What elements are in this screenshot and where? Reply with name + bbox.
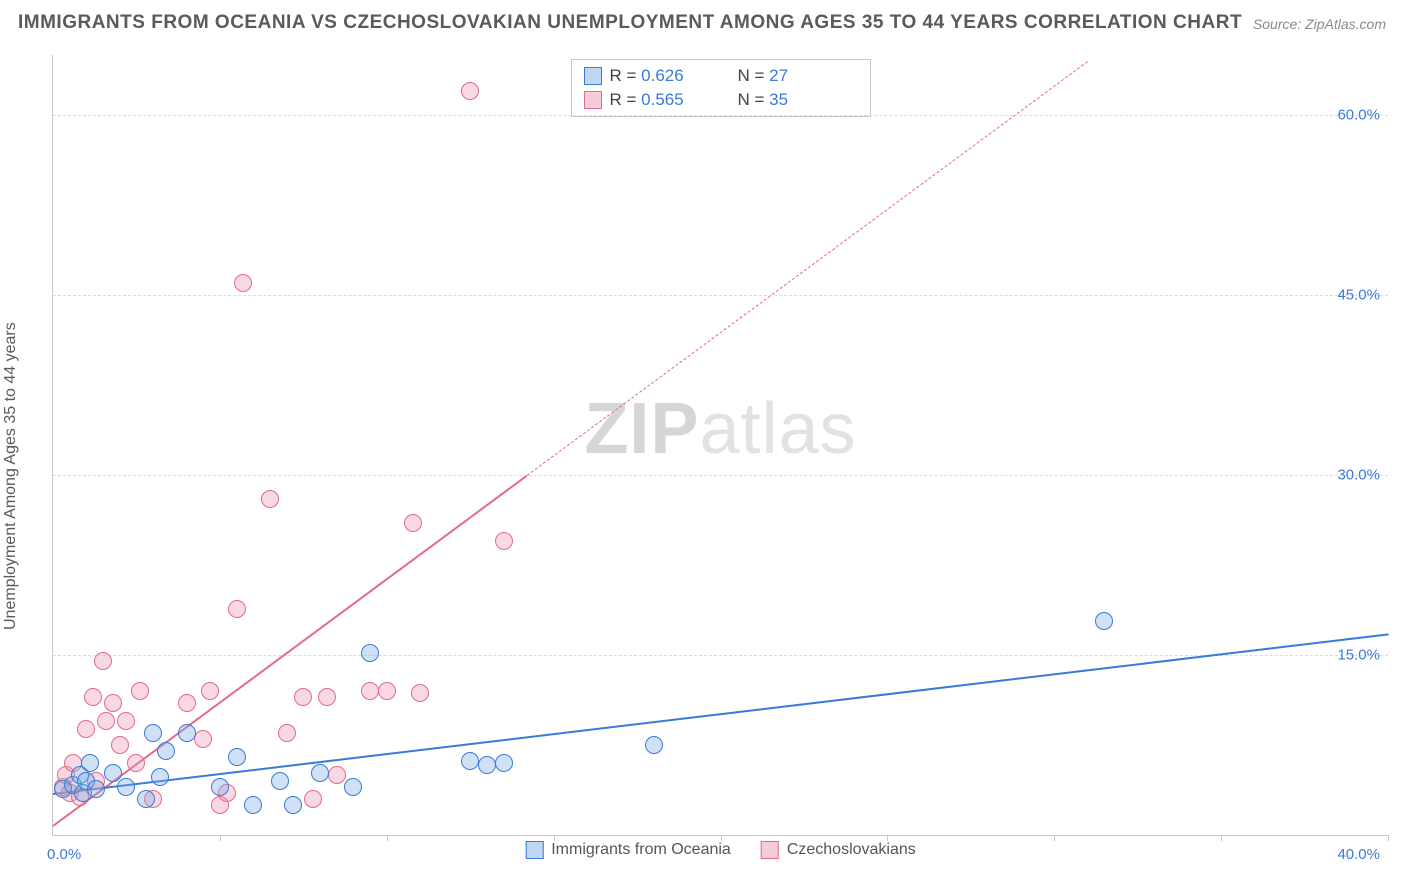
legend-swatch-bottom-series1 (525, 841, 543, 859)
data-point (144, 724, 162, 742)
x-tick-mark (1054, 835, 1055, 841)
data-point (378, 682, 396, 700)
data-point (344, 778, 362, 796)
data-point (495, 754, 513, 772)
data-point (284, 796, 302, 814)
data-point (201, 682, 219, 700)
n-label: N = (738, 66, 765, 85)
x-tick-mark (1221, 835, 1222, 841)
legend-row-series1: R = 0.626 N = 27 (584, 64, 858, 88)
x-first-tick-label: 0.0% (47, 846, 81, 863)
data-point (81, 754, 99, 772)
r-label: R = (610, 90, 637, 109)
source-attribution: Source: ZipAtlas.com (1253, 16, 1386, 32)
y-tick-label: 60.0% (1337, 107, 1380, 124)
data-point (461, 752, 479, 770)
y-tick-label: 15.0% (1337, 647, 1380, 664)
watermark-zip: ZIP (584, 389, 699, 469)
y-tick-label: 30.0% (1337, 467, 1380, 484)
data-point (261, 490, 279, 508)
data-point (294, 688, 312, 706)
r-value-series1: 0.626 (641, 66, 684, 85)
data-point (104, 694, 122, 712)
chart-title: IMMIGRANTS FROM OCEANIA VS CZECHOSLOVAKI… (18, 12, 1242, 34)
regression-line (52, 475, 527, 827)
data-point (495, 532, 513, 550)
data-point (157, 742, 175, 760)
x-tick-mark (387, 835, 388, 841)
n-value-series1: 27 (769, 66, 788, 85)
legend-swatch-series2 (584, 91, 602, 109)
data-point (211, 778, 229, 796)
x-tick-mark (1388, 835, 1389, 841)
data-point (127, 754, 145, 772)
n-label: N = (738, 90, 765, 109)
data-point (111, 736, 129, 754)
data-point (361, 682, 379, 700)
data-point (97, 712, 115, 730)
legend-correlation-box: R = 0.626 N = 27 R = 0.565 N = 35 (571, 59, 871, 117)
x-tick-mark (220, 835, 221, 841)
data-point (178, 694, 196, 712)
r-value-series2: 0.565 (641, 90, 684, 109)
legend-label-series1: Immigrants from Oceania (551, 841, 731, 859)
data-point (411, 684, 429, 702)
y-tick-label: 45.0% (1337, 287, 1380, 304)
data-point (87, 780, 105, 798)
gridline-horizontal (53, 115, 1388, 116)
watermark-atlas: atlas (699, 389, 856, 469)
n-value-series2: 35 (769, 90, 788, 109)
legend-item-series1: Immigrants from Oceania (525, 841, 731, 859)
data-point (328, 766, 346, 784)
y-axis-label: Unemployment Among Ages 35 to 44 years (2, 322, 20, 630)
x-tick-mark (554, 835, 555, 841)
data-point (117, 712, 135, 730)
x-tick-mark (887, 835, 888, 841)
legend-row-series2: R = 0.565 N = 35 (584, 88, 858, 112)
data-point (1095, 612, 1113, 630)
data-point (244, 796, 262, 814)
x-tick-mark (721, 835, 722, 841)
x-last-tick-label: 40.0% (1337, 846, 1380, 863)
legend-label-series2: Czechoslovakians (787, 841, 916, 859)
data-point (278, 724, 296, 742)
regression-line (53, 633, 1388, 795)
chart-plot-area: ZIPatlas R = 0.626 N = 27 R = 0.565 N = … (52, 55, 1388, 836)
data-point (194, 730, 212, 748)
data-point (361, 644, 379, 662)
gridline-horizontal (53, 655, 1388, 656)
legend-swatch-series1 (584, 67, 602, 85)
data-point (304, 790, 322, 808)
legend-series-names: Immigrants from Oceania Czechoslovakians (525, 841, 916, 859)
r-label: R = (610, 66, 637, 85)
gridline-horizontal (53, 295, 1388, 296)
data-point (478, 756, 496, 774)
data-point (645, 736, 663, 754)
data-point (131, 682, 149, 700)
data-point (271, 772, 289, 790)
gridline-horizontal (53, 475, 1388, 476)
data-point (228, 748, 246, 766)
data-point (94, 652, 112, 670)
data-point (151, 768, 169, 786)
data-point (318, 688, 336, 706)
data-point (104, 764, 122, 782)
data-point (117, 778, 135, 796)
data-point (77, 720, 95, 738)
data-point (178, 724, 196, 742)
data-point (234, 274, 252, 292)
legend-swatch-bottom-series2 (761, 841, 779, 859)
data-point (228, 600, 246, 618)
legend-item-series2: Czechoslovakians (761, 841, 916, 859)
regression-line (527, 61, 1088, 476)
data-point (311, 764, 329, 782)
data-point (84, 688, 102, 706)
data-point (404, 514, 422, 532)
data-point (461, 82, 479, 100)
